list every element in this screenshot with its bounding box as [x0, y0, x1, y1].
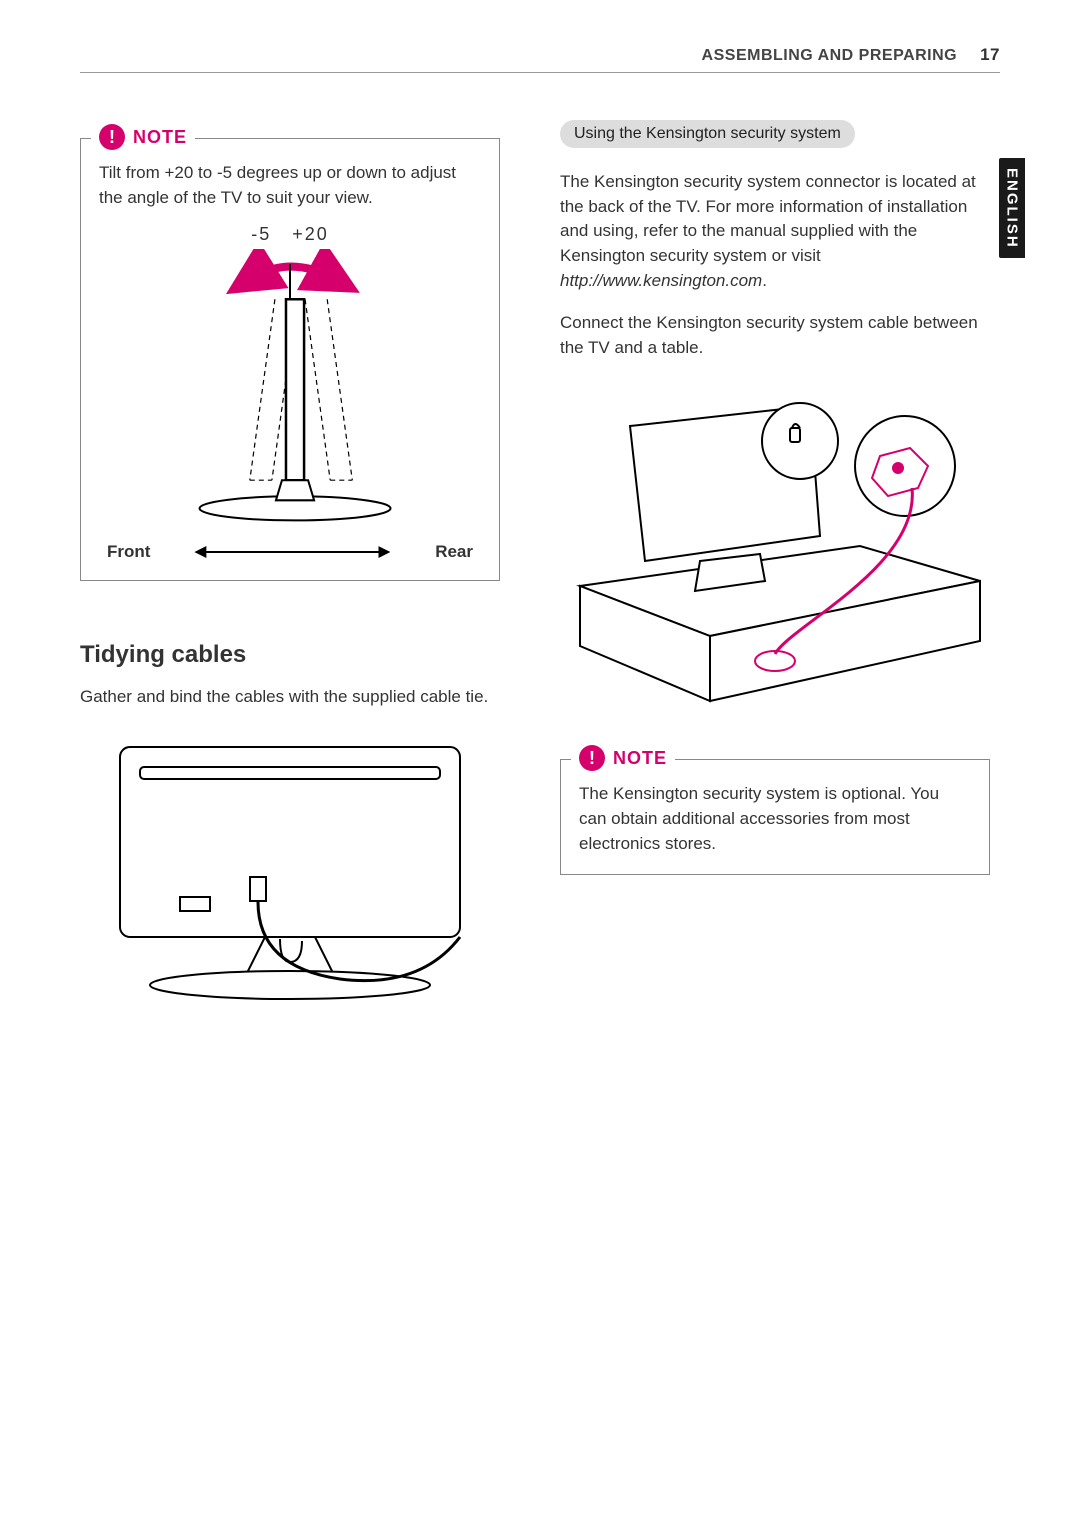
rear-label: Rear: [435, 542, 473, 562]
language-label: ENGLISH: [1004, 168, 1021, 249]
note-box-tilt: ! NOTE Tilt from +20 to -5 degrees up or…: [80, 138, 500, 581]
kensington-para2: Connect the Kensington security system c…: [560, 311, 990, 360]
tilt-minus: -5: [251, 224, 271, 244]
note-text: Tilt from +20 to -5 degrees up or down t…: [99, 161, 481, 210]
kensington-pill: Using the Kensington security system: [560, 120, 855, 148]
note-legend: ! NOTE: [91, 124, 195, 150]
note-label-2: NOTE: [613, 748, 667, 769]
kensington-link: http://www.kensington.com: [560, 271, 762, 290]
info-icon: !: [579, 745, 605, 771]
running-header: ASSEMBLING AND PREPARING 17: [702, 45, 1000, 65]
cable-tie-figure: [80, 727, 500, 1007]
kensington-para1-a: The Kensington security system connector…: [560, 172, 976, 265]
tilt-diagram: [99, 249, 481, 530]
front-rear-row: Front Rear: [99, 542, 481, 562]
note-box-kensington: ! NOTE The Kensington security system is…: [560, 759, 990, 875]
language-tab: ENGLISH: [999, 158, 1025, 258]
kensington-para1-b: .: [762, 271, 767, 290]
tidying-heading: Tidying cables: [80, 641, 500, 669]
kensington-figure: [560, 386, 990, 706]
left-column: ! NOTE Tilt from +20 to -5 degrees up or…: [80, 120, 500, 1012]
kensington-para1: The Kensington security system connector…: [560, 170, 990, 293]
tilt-angle-labels: -5 +20: [99, 224, 481, 245]
tidying-text: Gather and bind the cables with the supp…: [80, 685, 500, 710]
page: ASSEMBLING AND PREPARING 17 ENGLISH ! NO…: [0, 0, 1080, 1524]
info-icon: !: [99, 124, 125, 150]
note2-text: The Kensington security system is option…: [579, 782, 971, 856]
tilt-figure: -5 +20: [99, 224, 481, 561]
tilt-plus: +20: [292, 224, 329, 244]
right-column: Using the Kensington security system The…: [560, 120, 990, 875]
note-legend-2: ! NOTE: [571, 745, 675, 771]
double-arrow-icon: [160, 542, 425, 562]
page-number: 17: [980, 45, 1000, 64]
note-label: NOTE: [133, 127, 187, 148]
header-section: ASSEMBLING AND PREPARING: [702, 47, 958, 64]
header-rule: [80, 72, 1000, 73]
front-label: Front: [107, 542, 150, 562]
